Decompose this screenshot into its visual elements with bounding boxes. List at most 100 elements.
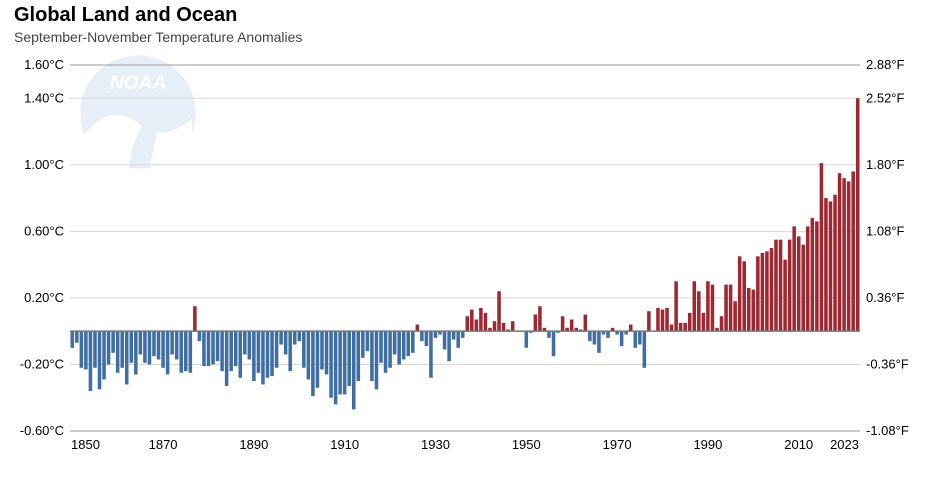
- bar: [184, 331, 188, 371]
- svg-text:1.08°F: 1.08°F: [866, 223, 905, 238]
- bar: [711, 285, 715, 332]
- svg-text:1910: 1910: [330, 437, 359, 452]
- bar: [806, 226, 810, 331]
- bar: [71, 331, 75, 348]
- svg-text:1870: 1870: [149, 437, 178, 452]
- bar: [257, 331, 261, 373]
- svg-text:1950: 1950: [512, 437, 541, 452]
- bar: [107, 331, 111, 364]
- bar: [697, 291, 701, 331]
- svg-text:1.00°C: 1.00°C: [24, 157, 64, 172]
- bar: [366, 331, 370, 351]
- bar: [702, 313, 706, 331]
- bar: [761, 253, 765, 331]
- bar: [683, 323, 687, 331]
- bar: [801, 245, 805, 332]
- bar: [229, 331, 233, 371]
- bar: [125, 331, 129, 384]
- svg-text:1970: 1970: [603, 437, 632, 452]
- bar: [352, 331, 356, 409]
- bar: [638, 331, 642, 344]
- svg-text:2010: 2010: [784, 437, 813, 452]
- bar: [234, 331, 238, 366]
- bar: [643, 331, 647, 368]
- bar: [647, 311, 651, 331]
- svg-text:0.36°F: 0.36°F: [866, 290, 905, 305]
- bar: [307, 331, 311, 379]
- bar: [425, 331, 429, 346]
- bar: [729, 285, 733, 332]
- anomaly-bar-chart: -0.60°C-0.20°C0.20°C0.60°C1.00°C1.40°C1.…: [70, 65, 860, 455]
- bar: [774, 240, 778, 332]
- bar: [347, 331, 351, 386]
- bar: [334, 331, 338, 404]
- svg-text:0.20°C: 0.20°C: [24, 290, 64, 305]
- bar: [747, 288, 751, 331]
- bar: [402, 331, 406, 359]
- bar: [316, 331, 320, 388]
- bar: [833, 195, 837, 331]
- bar: [783, 260, 787, 332]
- bar: [461, 331, 465, 338]
- bar: [298, 331, 302, 341]
- bar: [502, 323, 506, 331]
- bar: [248, 331, 252, 359]
- bar: [284, 331, 288, 354]
- bar: [175, 331, 179, 359]
- bar: [447, 331, 451, 361]
- bar: [266, 331, 270, 378]
- bar: [792, 226, 796, 331]
- bar: [538, 306, 542, 331]
- bar: [815, 221, 819, 331]
- svg-text:1990: 1990: [693, 437, 722, 452]
- bar: [552, 331, 556, 356]
- bar: [243, 331, 247, 354]
- bar: [384, 331, 388, 373]
- chart-svg: -0.60°C-0.20°C0.20°C0.60°C1.00°C1.40°C1.…: [70, 65, 860, 455]
- bar: [597, 331, 601, 353]
- bar: [311, 331, 315, 396]
- bar: [829, 201, 833, 331]
- bar: [98, 331, 102, 389]
- bar: [116, 331, 120, 373]
- svg-text:1.80°F: 1.80°F: [866, 157, 905, 172]
- bar: [179, 331, 183, 373]
- bar: [765, 251, 769, 331]
- bar: [216, 331, 220, 361]
- bar: [733, 301, 737, 331]
- bar: [329, 331, 333, 398]
- bar: [797, 236, 801, 331]
- bar: [320, 331, 324, 369]
- bar: [225, 331, 229, 386]
- bar: [752, 290, 756, 332]
- x-axis: 1850187018901910193019501970199020102023: [71, 437, 859, 452]
- bar: [842, 178, 846, 331]
- bar: [851, 171, 855, 331]
- bar: [856, 98, 860, 331]
- bar: [479, 308, 483, 331]
- bar: [661, 310, 665, 332]
- bar: [193, 306, 197, 331]
- bar: [633, 331, 637, 348]
- svg-text:2.52°F: 2.52°F: [866, 90, 905, 105]
- bar: [393, 331, 397, 354]
- bar: [84, 331, 88, 369]
- bar: [279, 331, 283, 344]
- bar: [584, 315, 588, 332]
- bar: [493, 321, 497, 331]
- svg-text:-1.08°F: -1.08°F: [866, 423, 909, 438]
- bar: [238, 331, 242, 378]
- bar: [688, 313, 692, 331]
- bar: [847, 181, 851, 331]
- bar: [756, 256, 760, 331]
- bar: [674, 281, 678, 331]
- y-axis-left: -0.60°C-0.20°C0.20°C0.60°C1.00°C1.40°C1.…: [20, 57, 64, 438]
- bar: [252, 331, 256, 381]
- bar: [456, 331, 460, 348]
- bar: [388, 331, 392, 368]
- bar: [656, 308, 660, 331]
- bar: [343, 331, 347, 394]
- bar: [89, 331, 93, 391]
- bar: [561, 316, 565, 331]
- bar: [547, 331, 551, 338]
